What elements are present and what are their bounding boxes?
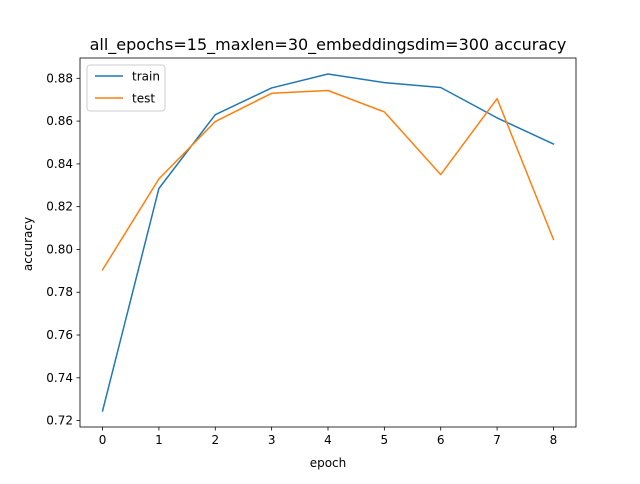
- y-tick-label: 0.72: [46, 414, 73, 428]
- x-tick-label: 1: [155, 433, 163, 447]
- y-tick-label: 0.78: [46, 285, 73, 299]
- x-tick-label: 2: [211, 433, 219, 447]
- x-tick-label: 8: [550, 433, 558, 447]
- axes-frame: [79, 57, 577, 428]
- y-tick-label: 0.80: [46, 242, 73, 256]
- y-tick-label: 0.88: [46, 71, 73, 85]
- x-tick-label: 7: [493, 433, 501, 447]
- series-line-train: [101, 73, 555, 412]
- legend-label-test: test: [132, 92, 155, 106]
- x-axis-label: epoch: [310, 456, 347, 470]
- y-tick-label: 0.84: [46, 157, 73, 171]
- y-axis-label: accuracy: [21, 217, 35, 271]
- x-tick-label: 4: [324, 433, 332, 447]
- legend-label-train: train: [132, 70, 160, 84]
- chart-title: all_epochs=15_maxlen=30_embeddingsdim=30…: [90, 35, 567, 55]
- x-tick-label: 0: [99, 433, 107, 447]
- y-tick-label: 0.74: [46, 371, 73, 385]
- y-tick-label: 0.86: [46, 114, 73, 128]
- x-tick-label: 5: [381, 433, 389, 447]
- series-line-test: [101, 89, 555, 271]
- y-tick-label: 0.76: [46, 328, 73, 342]
- plot-area: 0 1 2 3 4 5 6 7 8 0.72 0.74 0.76 0.78 0.80 0.82 0.84 0.8…: [46, 57, 577, 447]
- y-tick-label: 0.82: [46, 200, 73, 214]
- x-tick-label: 3: [268, 433, 276, 447]
- x-tick-label: 6: [437, 433, 445, 447]
